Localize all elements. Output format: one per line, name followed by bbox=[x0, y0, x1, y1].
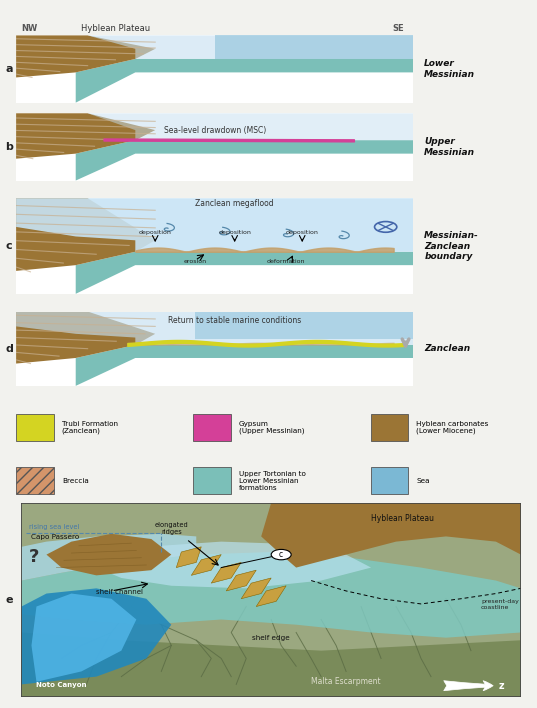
Text: a: a bbox=[5, 64, 13, 74]
Text: Zanclean megaflood: Zanclean megaflood bbox=[195, 199, 274, 208]
Polygon shape bbox=[261, 503, 521, 568]
Text: elongated
ridges: elongated ridges bbox=[155, 522, 188, 535]
Polygon shape bbox=[211, 562, 241, 583]
Text: deformation: deformation bbox=[267, 259, 306, 264]
Polygon shape bbox=[76, 59, 413, 103]
FancyBboxPatch shape bbox=[371, 414, 408, 440]
Text: ?: ? bbox=[29, 549, 39, 566]
Text: c: c bbox=[5, 241, 12, 251]
Polygon shape bbox=[16, 312, 413, 345]
Polygon shape bbox=[226, 570, 256, 591]
Polygon shape bbox=[16, 198, 413, 294]
Text: Noto Canyon: Noto Canyon bbox=[37, 682, 87, 688]
Text: Upper Tortonian to
Lower Messinian
formations: Upper Tortonian to Lower Messinian forma… bbox=[239, 471, 306, 491]
Polygon shape bbox=[21, 534, 197, 581]
Polygon shape bbox=[16, 198, 413, 252]
Text: NW: NW bbox=[21, 24, 38, 33]
Text: shelf edge: shelf edge bbox=[252, 635, 290, 641]
FancyBboxPatch shape bbox=[371, 467, 408, 494]
Text: d: d bbox=[5, 343, 13, 354]
Polygon shape bbox=[215, 35, 413, 59]
Text: Hyblean Plateau: Hyblean Plateau bbox=[371, 514, 434, 523]
Polygon shape bbox=[16, 113, 155, 159]
Text: Breccia: Breccia bbox=[62, 478, 89, 484]
Polygon shape bbox=[21, 552, 521, 638]
Polygon shape bbox=[76, 252, 413, 294]
Text: deposition: deposition bbox=[139, 229, 172, 234]
Polygon shape bbox=[16, 312, 413, 386]
Text: Zanclean: Zanclean bbox=[424, 344, 470, 353]
Polygon shape bbox=[16, 35, 155, 77]
Polygon shape bbox=[47, 534, 171, 576]
FancyBboxPatch shape bbox=[193, 414, 231, 440]
Polygon shape bbox=[256, 586, 286, 607]
Text: z: z bbox=[498, 680, 504, 691]
Text: Hyblean carbonates
(Lower Miocene): Hyblean carbonates (Lower Miocene) bbox=[416, 421, 489, 434]
Polygon shape bbox=[16, 113, 413, 181]
Text: rising sea level: rising sea level bbox=[29, 524, 79, 530]
Text: Sea: Sea bbox=[416, 478, 430, 484]
Text: deposition: deposition bbox=[286, 229, 318, 234]
FancyBboxPatch shape bbox=[193, 467, 231, 494]
Text: e: e bbox=[5, 595, 13, 605]
Polygon shape bbox=[191, 554, 221, 576]
Polygon shape bbox=[21, 632, 521, 697]
Polygon shape bbox=[88, 113, 413, 140]
Text: Malta Escarpment: Malta Escarpment bbox=[311, 678, 381, 686]
Text: erosion: erosion bbox=[183, 259, 207, 264]
Text: deposition: deposition bbox=[218, 229, 251, 234]
Text: present-day
coastline: present-day coastline bbox=[481, 599, 519, 610]
Polygon shape bbox=[241, 578, 271, 599]
Polygon shape bbox=[16, 312, 155, 364]
Text: Capo Passero: Capo Passero bbox=[32, 534, 79, 540]
Text: Lower
Messinian: Lower Messinian bbox=[424, 59, 475, 79]
FancyBboxPatch shape bbox=[16, 467, 54, 494]
Polygon shape bbox=[16, 198, 155, 271]
Text: SE: SE bbox=[392, 24, 404, 33]
Polygon shape bbox=[32, 593, 136, 682]
FancyBboxPatch shape bbox=[16, 414, 54, 440]
Text: c: c bbox=[279, 550, 283, 559]
Text: Trubi Formation
(Zanclean): Trubi Formation (Zanclean) bbox=[62, 421, 118, 434]
Polygon shape bbox=[21, 503, 521, 697]
Circle shape bbox=[271, 549, 291, 560]
Text: Messinian-
Zanclean
boundary: Messinian- Zanclean boundary bbox=[424, 231, 479, 261]
Polygon shape bbox=[16, 35, 413, 103]
Polygon shape bbox=[88, 35, 413, 59]
Text: Upper
Messinian: Upper Messinian bbox=[424, 137, 475, 156]
Polygon shape bbox=[176, 547, 201, 568]
Text: Sea-level drawdown (MSC): Sea-level drawdown (MSC) bbox=[164, 125, 266, 135]
Text: b: b bbox=[5, 142, 13, 152]
Text: Gypsum
(Upper Messinian): Gypsum (Upper Messinian) bbox=[239, 421, 304, 434]
Polygon shape bbox=[21, 588, 171, 685]
Polygon shape bbox=[195, 312, 413, 339]
Text: Hyblean Plateau: Hyblean Plateau bbox=[81, 24, 150, 33]
Text: Return to stable marine conditions: Return to stable marine conditions bbox=[168, 316, 301, 325]
Polygon shape bbox=[76, 345, 413, 386]
Polygon shape bbox=[76, 140, 413, 181]
Polygon shape bbox=[97, 542, 371, 588]
Text: shelf channel: shelf channel bbox=[97, 588, 143, 595]
